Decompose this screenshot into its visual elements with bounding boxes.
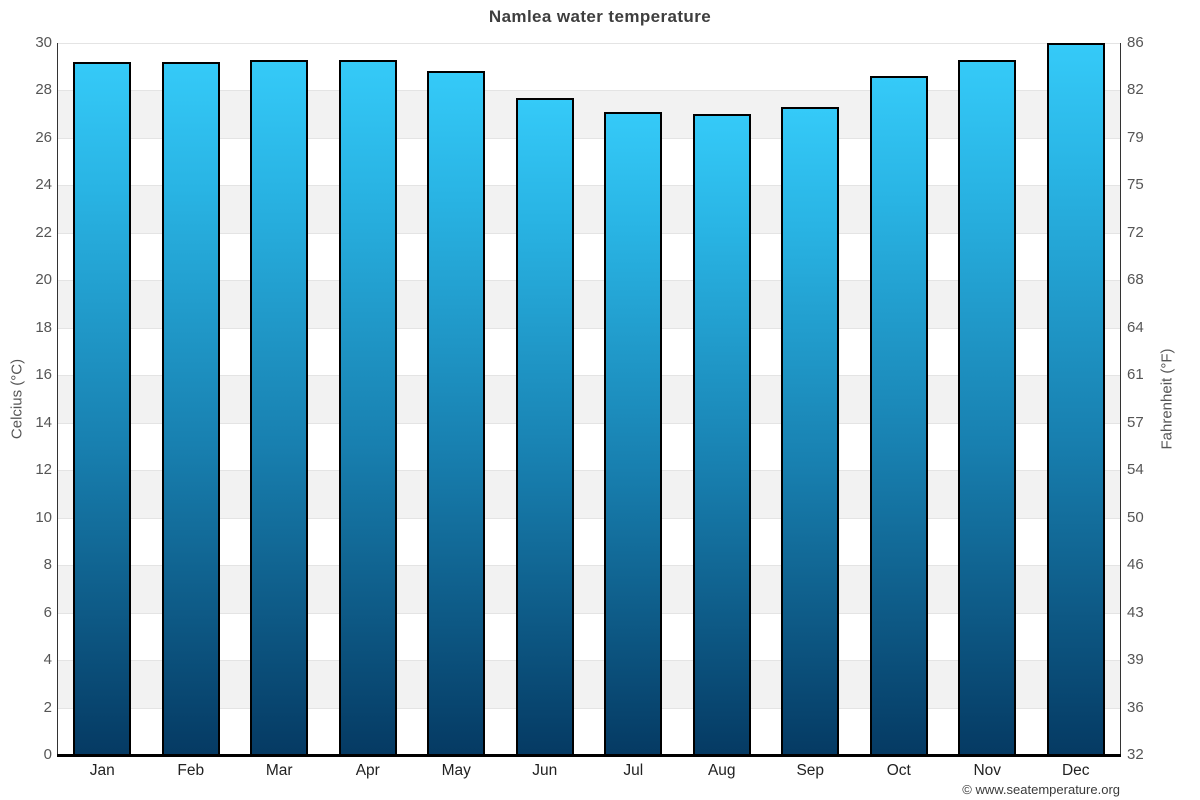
x-label-sep: Sep [796, 762, 825, 779]
x-label-nov: Nov [973, 762, 1002, 779]
y-tick-fahrenheit-50: 50 [1127, 508, 1144, 526]
bar-aug[interactable] [692, 114, 751, 755]
y-tick-celsius-18: 18 [35, 318, 52, 336]
y-tick-fahrenheit-82: 82 [1127, 81, 1144, 99]
left-y-axis-line [57, 43, 58, 756]
x-label-jan: Jan [89, 762, 115, 779]
bar-apr[interactable] [338, 59, 397, 755]
y-tick-celsius-26: 26 [35, 128, 52, 146]
x-label-feb: Feb [177, 762, 205, 779]
x-label-aug: Aug [707, 762, 736, 779]
grid-band [58, 517, 1120, 566]
grid-band [58, 470, 1120, 518]
y-tick-fahrenheit-32: 32 [1127, 746, 1144, 763]
x-label-mar: Mar [265, 762, 293, 779]
bar-may[interactable] [427, 71, 486, 755]
grid-band [58, 422, 1120, 471]
y-tick-fahrenheit-46: 46 [1127, 556, 1144, 574]
y-tick-fahrenheit-64: 64 [1127, 318, 1144, 336]
x-label-dec: Dec [1061, 762, 1090, 779]
y-tick-celsius-24: 24 [35, 176, 52, 194]
grid-band [58, 660, 1120, 708]
y-tick-celsius-10: 10 [35, 508, 52, 526]
y-tick-celsius-4: 4 [43, 651, 52, 669]
x-label-jul: Jul [623, 762, 644, 779]
x-axis-line [57, 754, 1121, 757]
chart-title: Namlea water temperature [488, 7, 712, 26]
y-tick-fahrenheit-57: 57 [1127, 413, 1144, 431]
y-tick-celsius-6: 6 [43, 603, 52, 621]
y-tick-fahrenheit-54: 54 [1127, 461, 1144, 479]
x-label-oct: Oct [886, 762, 911, 779]
grid-band [58, 327, 1120, 376]
y-tick-fahrenheit-61: 61 [1127, 366, 1144, 384]
bar-oct[interactable] [869, 76, 928, 755]
x-label-apr: Apr [355, 762, 380, 779]
grid-band [58, 280, 1120, 328]
x-label-may: May [441, 762, 471, 779]
y-tick-celsius-16: 16 [35, 366, 52, 384]
y-tick-fahrenheit-72: 72 [1127, 223, 1144, 241]
y-tick-celsius-8: 8 [43, 556, 52, 574]
plot-area [58, 43, 1120, 755]
y-tick-celsius-28: 28 [35, 81, 52, 99]
grid-band [58, 707, 1120, 755]
bar-jan[interactable] [73, 62, 132, 755]
y-tick-celsius-30: 30 [35, 34, 52, 51]
y-tick-celsius-2: 2 [43, 698, 52, 716]
fahrenheit-axis-title: Fahrenheit (°F) [1158, 348, 1176, 450]
y-tick-fahrenheit-36: 36 [1127, 698, 1144, 716]
y-tick-celsius-20: 20 [35, 271, 52, 289]
y-tick-fahrenheit-75: 75 [1127, 176, 1144, 194]
y-tick-fahrenheit-79: 79 [1127, 128, 1144, 146]
y-tick-fahrenheit-86: 86 [1127, 34, 1144, 51]
y-tick-fahrenheit-68: 68 [1127, 271, 1144, 289]
bar-sep[interactable] [781, 107, 840, 755]
bar-nov[interactable] [958, 59, 1017, 755]
y-tick-fahrenheit-43: 43 [1127, 603, 1144, 621]
y-tick-celsius-0: 0 [43, 746, 52, 763]
y-tick-celsius-22: 22 [35, 223, 52, 241]
grid-band [58, 565, 1120, 613]
grid-band [58, 90, 1120, 138]
bar-dec[interactable] [1046, 43, 1105, 755]
grid-band [58, 137, 1120, 186]
y-tick-fahrenheit-39: 39 [1127, 651, 1144, 669]
y-tick-celsius-12: 12 [35, 461, 52, 479]
grid-band [58, 612, 1120, 661]
y-tick-celsius-14: 14 [35, 413, 52, 431]
grid-band [58, 43, 1120, 91]
grid-band [58, 185, 1120, 233]
grid-band [58, 375, 1120, 423]
right-y-axis-line [1120, 43, 1121, 756]
bar-mar[interactable] [250, 59, 309, 755]
bar-feb[interactable] [161, 62, 220, 755]
grid-band [58, 232, 1120, 281]
bar-jul[interactable] [604, 111, 663, 755]
x-label-jun: Jun [532, 762, 558, 779]
bar-jun[interactable] [515, 97, 574, 755]
watermark-copyright: © www.seatemperature.org [962, 782, 1120, 797]
